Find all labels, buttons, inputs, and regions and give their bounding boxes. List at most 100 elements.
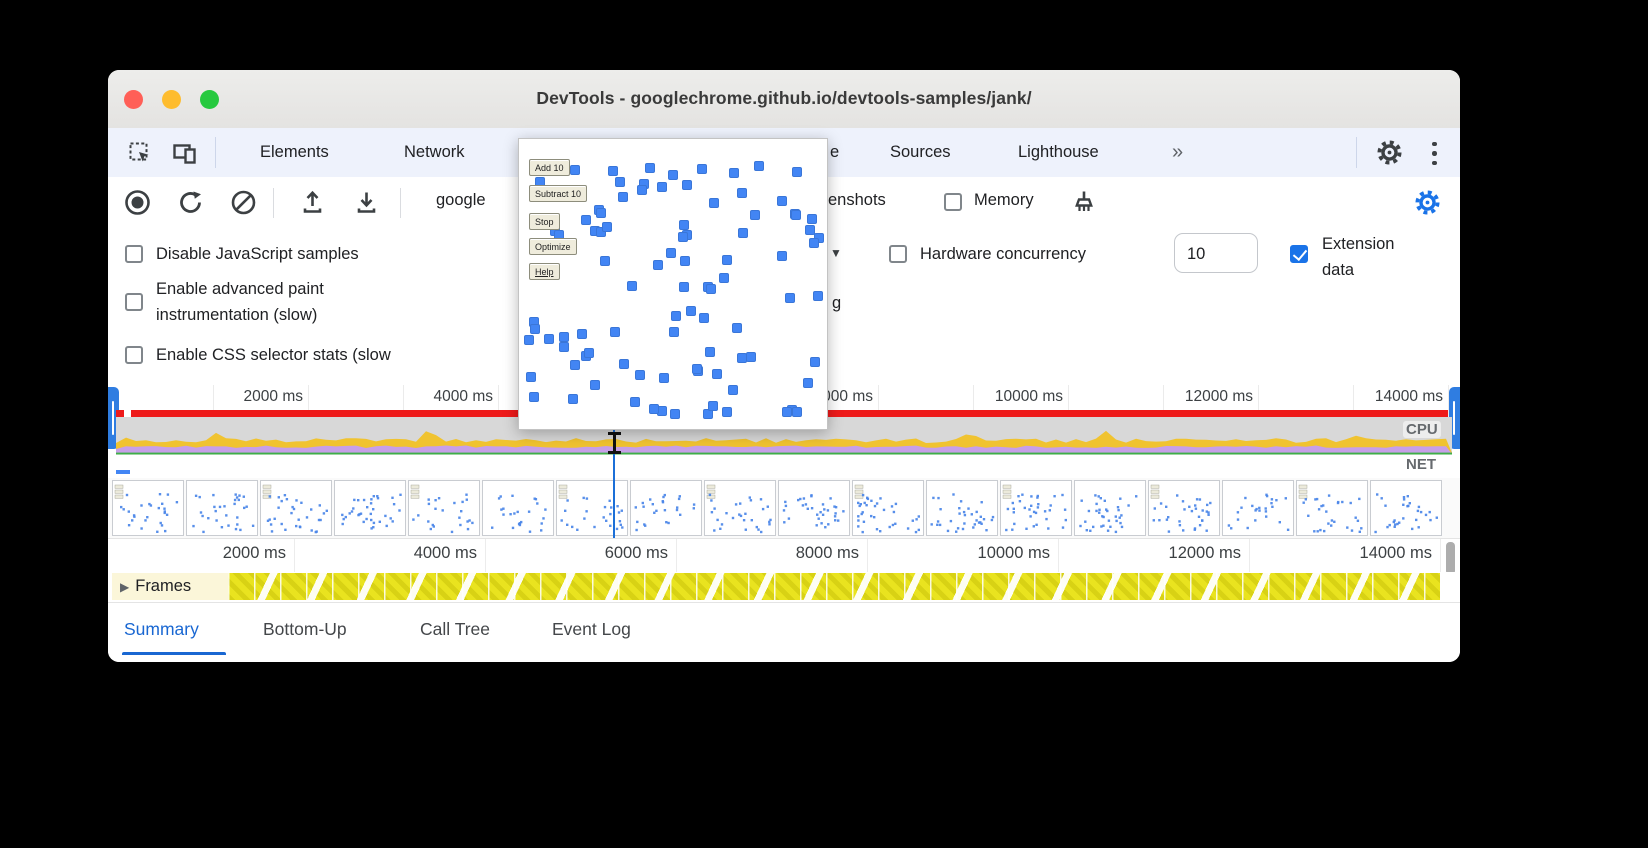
screenshots-label-fragment[interactable]: enshots (828, 191, 886, 209)
hardware-concurrency-input[interactable]: 10 (1174, 233, 1258, 273)
frames-track-bar[interactable] (228, 573, 1440, 600)
filmstrip-thumbnail[interactable] (778, 480, 850, 536)
jank-button-subtract-10[interactable]: Subtract 10 (529, 185, 588, 202)
clear-button[interactable] (230, 189, 257, 216)
more-tabs-chevron[interactable]: » (1172, 141, 1184, 163)
filmstrip-thumbnail[interactable] (112, 480, 184, 536)
extension-data-label-line2[interactable]: data (1322, 261, 1355, 279)
filmstrip-thumbnail[interactable] (630, 480, 702, 536)
record-and-reload-button[interactable] (177, 189, 204, 216)
jank-square (792, 167, 802, 177)
filmstrip-thumbnail[interactable] (334, 480, 406, 536)
css-selector-stats-checkbox[interactable] (125, 346, 143, 364)
filmstrip-thumbnail[interactable] (556, 480, 628, 536)
details-tab-call-tree[interactable]: Call Tree (420, 619, 491, 639)
extension-data-checkbox[interactable] (1290, 245, 1308, 263)
jank-square (526, 372, 536, 382)
details-tab-summary[interactable]: Summary (124, 619, 199, 639)
tab-lighthouse[interactable]: Lighthouse (1018, 143, 1099, 161)
screenshot-preview-popup: Add 10 Subtract 10 Stop Optimize Help (518, 138, 828, 430)
track-ruler-tick-label: 14000 ms (1359, 544, 1432, 562)
frames-track-header[interactable]: ▶ Frames (112, 573, 228, 600)
memory-label[interactable]: Memory (974, 191, 1034, 209)
jank-square (627, 281, 637, 291)
collect-garbage-brush-icon[interactable] (1070, 188, 1098, 216)
zoom-window-button[interactable] (200, 90, 219, 109)
advanced-paint-label-line1[interactable]: Enable advanced paint (156, 280, 324, 298)
jank-square (807, 214, 817, 224)
jank-button-help[interactable]: Help (529, 263, 560, 280)
jank-square (596, 227, 606, 237)
filmstrip-thumbnail[interactable] (408, 480, 480, 536)
jank-square (671, 311, 681, 321)
save-profile-icon[interactable] (353, 189, 380, 216)
details-tab-event-log[interactable]: Event Log (552, 619, 631, 639)
close-window-button[interactable] (124, 90, 143, 109)
jank-square (608, 166, 618, 176)
frames-expand-triangle-icon[interactable]: ▶ (120, 580, 130, 594)
hidden-tab-fragment[interactable]: e (830, 143, 840, 161)
jank-square (738, 228, 748, 238)
filmstrip-thumbnail[interactable] (482, 480, 554, 536)
throttling-select-text-fragment[interactable]: g (832, 294, 842, 312)
record-button[interactable] (124, 189, 151, 216)
jank-square (722, 407, 732, 417)
tab-network[interactable]: Network (404, 143, 465, 161)
minimize-window-button[interactable] (162, 90, 181, 109)
track-ruler-gridline (1249, 539, 1250, 573)
ruler-tick-label: 10000 ms (994, 388, 1063, 405)
jank-button-optimize[interactable]: Optimize (529, 238, 577, 255)
filmstrip-thumbnail[interactable] (1000, 480, 1072, 536)
hardware-concurrency-checkbox[interactable] (889, 245, 907, 263)
customize-devtools-kebab-icon[interactable] (1432, 139, 1437, 168)
track-ruler-gridline (294, 539, 295, 573)
hardware-concurrency-label[interactable]: Hardware concurrency (920, 245, 1086, 263)
filmstrip-thumbnail[interactable] (186, 480, 258, 536)
filmstrip-thumbnail[interactable] (704, 480, 776, 536)
throttling-select-arrow-fragment[interactable]: ▼ (830, 246, 842, 260)
jank-square (670, 409, 680, 419)
tab-sources[interactable]: Sources (890, 143, 951, 161)
tab-elements[interactable]: Elements (260, 143, 329, 161)
disable-js-samples-checkbox[interactable] (125, 245, 143, 263)
selection-right-handle[interactable] (1449, 387, 1460, 449)
filmstrip-thumbnail[interactable] (852, 480, 924, 536)
jank-square (524, 335, 534, 345)
jank-square (791, 210, 801, 220)
track-ruler-gridline (676, 539, 677, 573)
details-tab-bottom-up[interactable]: Bottom-Up (263, 619, 347, 639)
jank-button-stop[interactable]: Stop (529, 213, 560, 230)
playhead-line[interactable] (607, 388, 621, 538)
profile-history-select[interactable]: google (436, 191, 486, 209)
inspect-element-icon[interactable] (128, 141, 152, 165)
title-bar[interactable]: DevTools - googlechrome.github.io/devtoo… (108, 70, 1460, 129)
filmstrip-thumbnail[interactable] (1296, 480, 1368, 536)
advanced-paint-checkbox[interactable] (125, 293, 143, 311)
jank-square (618, 192, 628, 202)
extension-data-label-line1[interactable]: Extension (1322, 235, 1395, 253)
jank-button-add-10[interactable]: Add 10 (529, 159, 570, 176)
filmstrip-thumbnail[interactable] (1222, 480, 1294, 536)
devtools-settings-gear-icon[interactable] (1376, 139, 1403, 171)
disable-js-samples-label[interactable]: Disable JavaScript samples (156, 245, 359, 263)
filmstrip-thumbnail[interactable] (260, 480, 332, 536)
toolbar-divider (273, 188, 274, 218)
load-profile-icon[interactable] (299, 189, 326, 216)
device-toolbar-icon[interactable] (172, 141, 198, 165)
jank-square (692, 364, 702, 374)
memory-checkbox[interactable] (944, 193, 962, 211)
capture-settings-gear-icon[interactable] (1414, 189, 1441, 221)
filmstrip-thumbnail[interactable] (926, 480, 998, 536)
jank-square (686, 306, 696, 316)
net-strip-label: NET (1403, 456, 1439, 473)
filmstrip-thumbnail[interactable] (1148, 480, 1220, 536)
vertical-scrollbar-thumb[interactable] (1446, 542, 1455, 575)
jank-square (615, 177, 625, 187)
filmstrip-thumbnail[interactable] (1370, 480, 1442, 536)
advanced-paint-label-line2[interactable]: instrumentation (slow) (156, 306, 318, 324)
filmstrip-thumbnail[interactable] (1074, 480, 1146, 536)
track-ruler-gridline (1058, 539, 1059, 573)
selection-left-handle[interactable] (108, 387, 119, 449)
css-selector-stats-label[interactable]: Enable CSS selector stats (slow (156, 346, 391, 364)
